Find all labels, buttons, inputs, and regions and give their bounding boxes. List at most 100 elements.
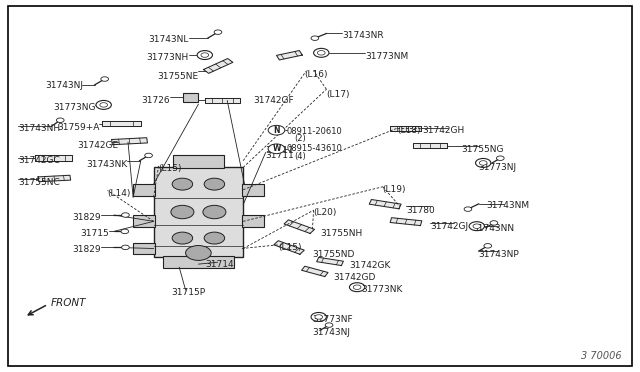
Text: FRONT: FRONT [51, 298, 86, 308]
Circle shape [484, 244, 492, 248]
Text: N: N [273, 126, 280, 135]
Circle shape [325, 323, 333, 327]
Polygon shape [390, 218, 422, 225]
Text: (L18): (L18) [397, 126, 420, 135]
Text: 31755NC: 31755NC [18, 178, 60, 187]
Text: 31773NF: 31773NF [312, 315, 353, 324]
Text: (2): (2) [294, 134, 306, 143]
Circle shape [122, 213, 129, 217]
Text: 31773NJ: 31773NJ [479, 163, 517, 172]
Circle shape [490, 221, 498, 225]
Text: 31759+A: 31759+A [57, 123, 99, 132]
Bar [133, 243, 155, 254]
Text: (L15): (L15) [159, 164, 182, 173]
Text: 31715: 31715 [80, 229, 109, 238]
Polygon shape [284, 220, 314, 234]
Text: 31773NK: 31773NK [362, 285, 403, 294]
Text: 31742GD: 31742GD [333, 273, 375, 282]
Text: 31743NN: 31743NN [472, 224, 515, 233]
Text: 31742GF: 31742GF [253, 96, 293, 105]
Circle shape [122, 245, 129, 250]
Text: 08915-43610: 08915-43610 [287, 144, 342, 153]
Text: 08911-20610: 08911-20610 [287, 127, 342, 136]
Circle shape [121, 229, 129, 234]
Circle shape [469, 222, 484, 231]
Polygon shape [205, 98, 240, 103]
Text: (L16): (L16) [304, 70, 328, 79]
Text: 31743NL: 31743NL [148, 35, 189, 44]
Bar [183, 93, 198, 102]
Polygon shape [301, 266, 328, 276]
Circle shape [349, 283, 365, 292]
Polygon shape [390, 126, 421, 131]
Polygon shape [413, 143, 447, 148]
Text: 31742GE: 31742GE [77, 141, 118, 150]
Circle shape [172, 178, 193, 190]
Text: 31829: 31829 [72, 246, 101, 254]
Text: 31755NG: 31755NG [461, 145, 503, 154]
Circle shape [314, 48, 329, 57]
Circle shape [204, 178, 225, 190]
Polygon shape [204, 58, 233, 73]
Text: 31726: 31726 [141, 96, 170, 105]
Circle shape [96, 100, 111, 109]
Bar [242, 215, 264, 227]
Text: 31743NR: 31743NR [342, 31, 384, 40]
Polygon shape [38, 175, 70, 182]
Text: 31773NG: 31773NG [54, 103, 96, 112]
Circle shape [476, 158, 491, 167]
Circle shape [479, 161, 487, 165]
Text: (L14): (L14) [108, 189, 131, 198]
Circle shape [268, 125, 285, 135]
Circle shape [203, 205, 226, 219]
Text: 31743NH: 31743NH [18, 124, 60, 133]
Text: 31714: 31714 [205, 260, 234, 269]
Circle shape [317, 51, 325, 55]
Text: 31743NJ: 31743NJ [45, 81, 83, 90]
Circle shape [473, 224, 481, 228]
Circle shape [100, 103, 108, 107]
Text: 31755NE: 31755NE [157, 72, 198, 81]
Polygon shape [369, 199, 401, 209]
Text: 31742GJ: 31742GJ [430, 222, 468, 231]
Text: 31773NM: 31773NM [365, 52, 408, 61]
Text: 31773NH: 31773NH [147, 53, 189, 62]
Circle shape [145, 153, 152, 158]
Text: (L19): (L19) [383, 185, 406, 194]
Circle shape [497, 156, 504, 160]
Text: (L20): (L20) [314, 208, 337, 217]
Text: W: W [272, 144, 281, 153]
Bar [242, 184, 264, 196]
Text: 31715P: 31715P [172, 288, 205, 296]
Circle shape [353, 285, 361, 289]
Circle shape [186, 246, 211, 260]
Text: (L15): (L15) [278, 243, 302, 252]
Polygon shape [111, 138, 147, 145]
Bar [133, 215, 155, 227]
Text: 31742GC: 31742GC [18, 156, 60, 165]
Circle shape [204, 232, 225, 244]
Text: 31742GK: 31742GK [349, 262, 390, 270]
Text: 31743NM: 31743NM [486, 201, 529, 210]
Circle shape [214, 30, 222, 34]
Text: 31755ND: 31755ND [312, 250, 355, 259]
Text: 3 70006: 3 70006 [582, 351, 622, 361]
Polygon shape [35, 155, 72, 161]
Bar [173, 155, 224, 168]
Polygon shape [102, 121, 141, 126]
Circle shape [311, 36, 319, 41]
Text: 31743NK: 31743NK [87, 160, 128, 169]
Circle shape [56, 118, 64, 122]
Text: 31780: 31780 [406, 206, 435, 215]
Circle shape [197, 51, 212, 60]
Polygon shape [317, 257, 344, 266]
Bar [154, 167, 243, 257]
Text: 31755NH: 31755NH [320, 229, 362, 238]
Polygon shape [274, 241, 304, 254]
Bar [133, 184, 155, 196]
Circle shape [311, 312, 326, 321]
Text: 31711: 31711 [266, 151, 294, 160]
Text: (L17): (L17) [326, 90, 350, 99]
Circle shape [464, 207, 472, 211]
Text: (4): (4) [294, 152, 306, 161]
